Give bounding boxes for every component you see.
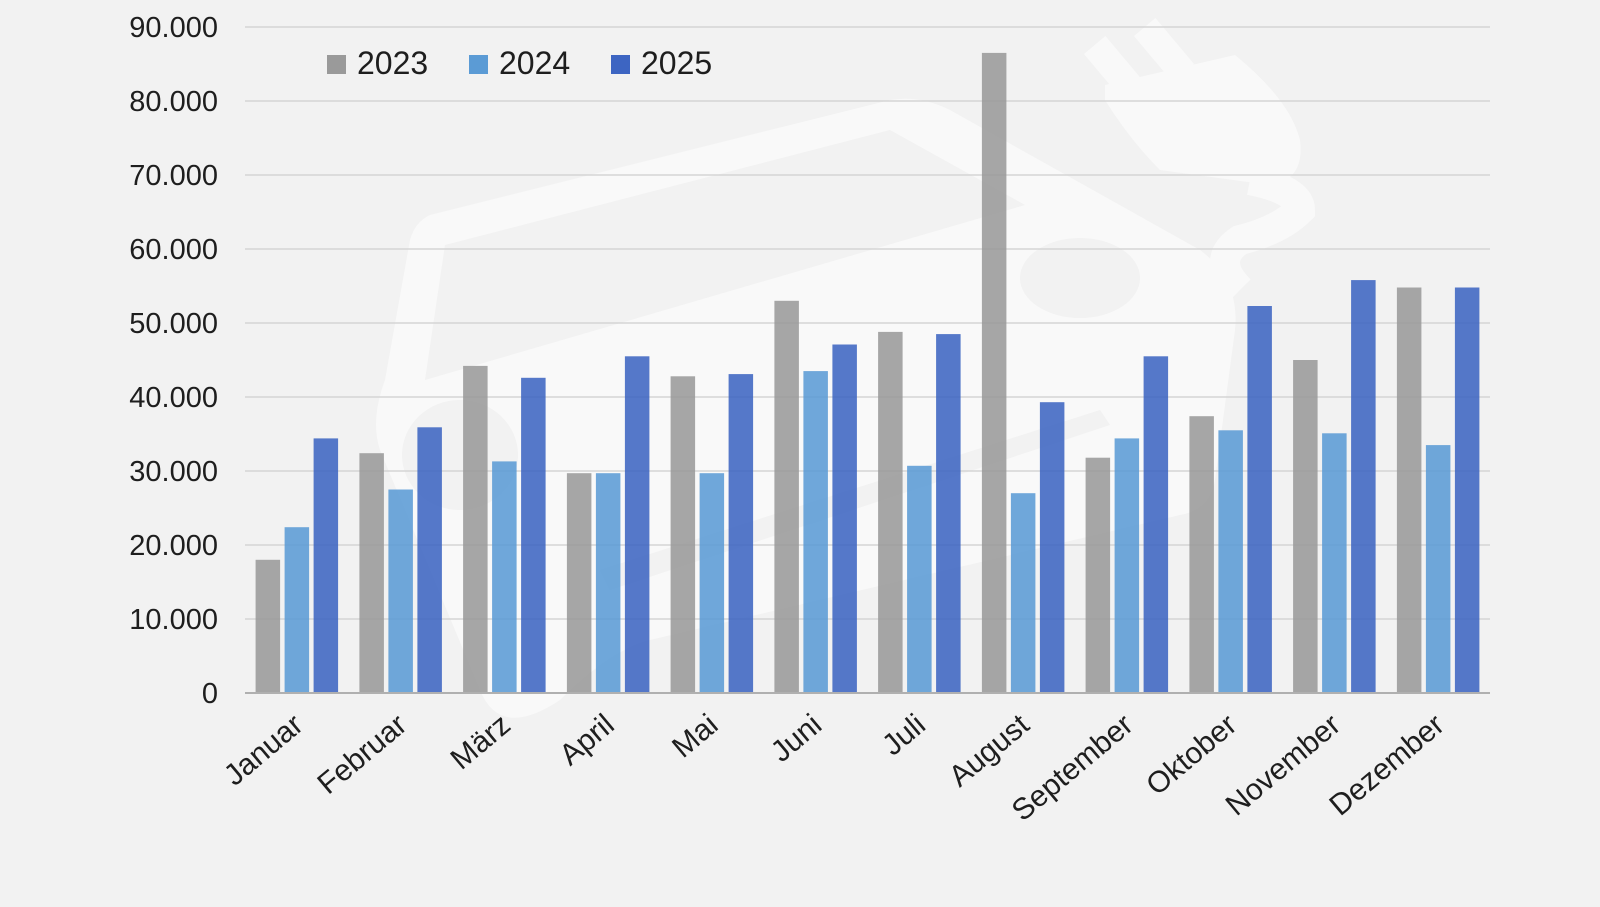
y-tick-label: 20.000 (129, 530, 218, 562)
bar-2025-Juni (832, 344, 857, 693)
y-axis-tick-labels: 0 10.000 20.000 30.000 40.000 50.000 60.000 70.… (129, 12, 218, 710)
y-tick-label: 70.000 (129, 160, 218, 192)
bar-2023-November (1293, 360, 1318, 693)
bar-2023-März (463, 365, 488, 693)
bar-2025-Januar (313, 438, 339, 693)
legend: 2023 2024 2025 (327, 45, 712, 81)
legend-label-2024: 2024 (499, 45, 570, 81)
bar-2023-Februar (359, 453, 384, 693)
bars (255, 52, 1480, 693)
bar-2023-Dezember (1396, 287, 1422, 693)
bar-2025-Dezember (1454, 287, 1480, 693)
x-axis-tick-labels: Januar Februar März April Mai Juni Juli AugustS… (218, 708, 1451, 828)
bar-2023-Januar (255, 559, 281, 693)
y-tick-label: 40.000 (129, 382, 218, 414)
bar-2025-Mai (728, 374, 754, 693)
bar-2023-Juli (878, 331, 903, 693)
legend-swatch-2025 (611, 55, 630, 74)
bar-2025-März (521, 377, 546, 693)
bar-2024-Mai (699, 473, 725, 693)
watermark-headlight-right (1020, 238, 1140, 318)
x-tick-label: August (943, 708, 1036, 794)
bar-2025-Februar (417, 427, 442, 693)
x-tick-label: Dezember (1323, 708, 1450, 822)
bar-2024-September (1114, 438, 1140, 693)
bar-2023-April (566, 473, 592, 693)
legend-swatch-2023 (327, 55, 346, 74)
watermark-plug-prong-2 (1133, 18, 1195, 82)
legend-swatch-2024 (469, 55, 488, 74)
watermark-windshield (425, 130, 1025, 380)
x-tick-label: Oktober (1140, 708, 1243, 802)
bar-2024-Oktober (1218, 430, 1243, 693)
x-tick-label: November (1220, 708, 1347, 822)
bar-2024-Juli (907, 465, 932, 693)
bar-2024-April (595, 473, 621, 693)
y-tick-label: 10.000 (129, 604, 218, 636)
y-tick-label: 0 (202, 678, 218, 710)
gridlines (245, 26, 1490, 620)
x-tick-label: April (553, 708, 620, 772)
bar-2025-August (1039, 402, 1065, 693)
y-tick-label: 50.000 (129, 308, 218, 340)
x-tick-label: Februar (311, 708, 413, 801)
bar-2025-September (1143, 356, 1169, 693)
watermark-plug-head (1105, 55, 1301, 185)
legend-label-2023: 2023 (357, 45, 428, 81)
watermark-plug-prong-1 (1083, 36, 1145, 100)
bar-2024-Februar (388, 489, 413, 693)
bar-2024-März (492, 461, 517, 693)
bar-2024-Dezember (1425, 445, 1451, 693)
bar-2023-Mai (670, 376, 696, 693)
bar-2025-Juli (936, 334, 961, 693)
bar-2024-November (1322, 433, 1347, 693)
watermark-plug-cable (1210, 165, 1316, 301)
x-tick-label: Mai (666, 708, 724, 764)
bar-2024-Januar (284, 527, 310, 693)
x-tick-label: Juli (876, 708, 932, 762)
bar-2023-September (1085, 457, 1111, 693)
bar-2023-Oktober (1189, 416, 1214, 693)
y-tick-label: 80.000 (129, 86, 218, 118)
bar-2024-August (1010, 493, 1036, 693)
x-tick-label: März (445, 708, 517, 776)
x-tick-label: Januar (218, 708, 309, 792)
bar-2023-Juni (774, 300, 799, 693)
y-tick-label: 90.000 (129, 12, 218, 44)
legend-label-2025: 2025 (641, 45, 712, 81)
bar-2025-April (624, 356, 650, 693)
bar-2024-Juni (803, 371, 828, 693)
bar-2023-August (981, 52, 1007, 693)
y-tick-label: 30.000 (129, 456, 218, 488)
bar-2025-November (1351, 280, 1376, 693)
bar-2025-Oktober (1247, 306, 1272, 693)
x-tick-label: Juni (765, 708, 828, 769)
y-tick-label: 60.000 (129, 234, 218, 266)
